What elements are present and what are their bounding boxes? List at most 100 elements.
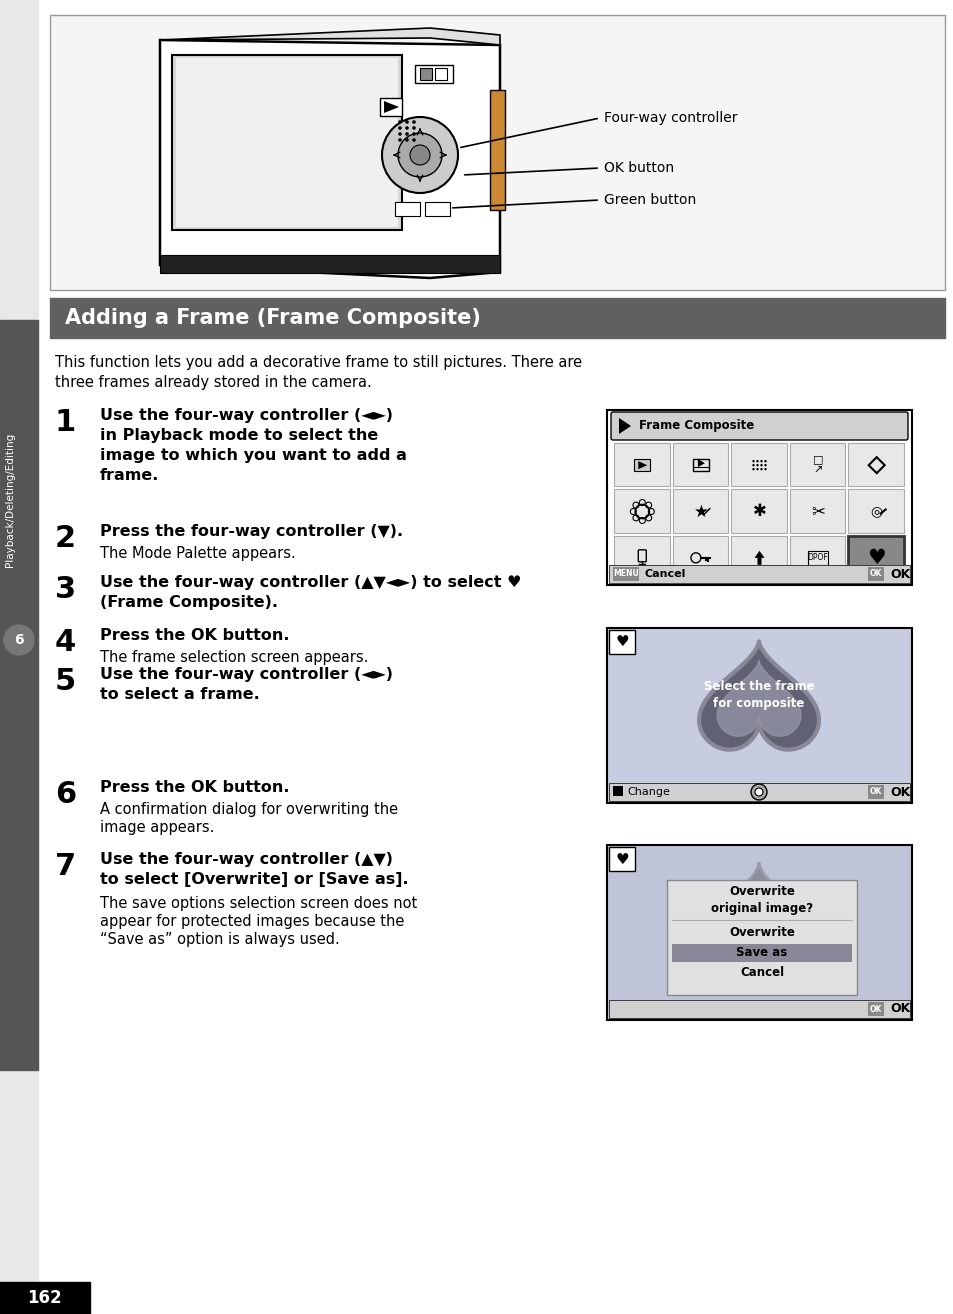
Polygon shape xyxy=(717,661,801,736)
Bar xyxy=(608,848,635,871)
Polygon shape xyxy=(699,641,818,750)
Circle shape xyxy=(412,126,416,130)
Text: image appears.: image appears. xyxy=(100,820,214,834)
Text: Playback/Deleting/Editing: Playback/Deleting/Editing xyxy=(5,432,15,568)
Bar xyxy=(608,783,909,802)
Bar xyxy=(435,68,447,80)
Circle shape xyxy=(412,133,416,135)
Bar xyxy=(807,551,827,565)
Bar xyxy=(613,786,622,796)
Text: The Mode Palette appears.: The Mode Palette appears. xyxy=(100,547,295,561)
Text: 4: 4 xyxy=(55,628,76,657)
Bar xyxy=(608,565,909,583)
Text: 3: 3 xyxy=(55,576,76,604)
Bar xyxy=(415,64,453,83)
Polygon shape xyxy=(754,551,763,565)
Text: Four-way controller: Four-way controller xyxy=(603,110,737,125)
Text: OK: OK xyxy=(869,787,882,796)
Bar xyxy=(608,783,909,802)
Bar xyxy=(614,443,669,486)
Bar xyxy=(789,489,844,532)
Circle shape xyxy=(381,117,457,193)
Text: 7: 7 xyxy=(55,851,76,880)
Text: 1: 1 xyxy=(55,409,76,438)
Bar xyxy=(608,1000,909,1018)
Circle shape xyxy=(750,784,766,800)
Text: The frame selection screen appears.: The frame selection screen appears. xyxy=(100,650,368,665)
Text: A confirmation dialog for overwriting the: A confirmation dialog for overwriting th… xyxy=(100,802,397,817)
Bar xyxy=(847,489,903,532)
Circle shape xyxy=(405,138,409,142)
Polygon shape xyxy=(160,39,499,279)
Polygon shape xyxy=(618,418,630,434)
Text: 6: 6 xyxy=(14,633,24,646)
Bar xyxy=(671,943,851,962)
Text: □
↗: □ ↗ xyxy=(812,455,822,476)
Text: Use the four-way controller (◄►): Use the four-way controller (◄►) xyxy=(100,668,393,682)
Text: 162: 162 xyxy=(28,1289,62,1307)
Bar xyxy=(490,89,504,210)
Text: Overwrite
original image?: Overwrite original image? xyxy=(710,886,812,915)
Text: ♥: ♥ xyxy=(866,548,885,568)
Text: MENU: MENU xyxy=(613,569,639,578)
Bar xyxy=(867,568,883,581)
Text: Press the OK button.: Press the OK button. xyxy=(100,628,289,643)
Bar xyxy=(789,536,844,579)
Bar xyxy=(730,443,786,486)
Bar xyxy=(672,443,727,486)
Text: in Playback mode to select the: in Playback mode to select the xyxy=(100,428,377,443)
Text: 6: 6 xyxy=(55,781,76,809)
Circle shape xyxy=(405,120,409,124)
Bar xyxy=(730,536,786,579)
Text: 5: 5 xyxy=(55,668,76,696)
Bar xyxy=(847,536,903,579)
Text: Overwrite: Overwrite xyxy=(728,925,794,938)
Bar xyxy=(175,58,397,227)
Text: frame.: frame. xyxy=(100,468,159,484)
Polygon shape xyxy=(384,101,398,113)
Bar xyxy=(867,1003,883,1016)
Bar xyxy=(395,202,419,215)
Bar xyxy=(614,536,669,579)
Bar xyxy=(789,443,844,486)
Text: Use the four-way controller (◄►): Use the four-way controller (◄►) xyxy=(100,409,393,423)
Bar xyxy=(424,202,450,215)
Bar xyxy=(672,536,727,579)
Circle shape xyxy=(752,464,754,466)
Bar xyxy=(0,0,38,1314)
Circle shape xyxy=(412,120,416,124)
Circle shape xyxy=(412,138,416,142)
Text: Adding a Frame (Frame Composite): Adding a Frame (Frame Composite) xyxy=(65,307,480,328)
Polygon shape xyxy=(693,863,823,980)
Circle shape xyxy=(405,126,409,130)
Circle shape xyxy=(763,468,766,470)
Text: ◎: ◎ xyxy=(870,505,882,519)
Text: ✂: ✂ xyxy=(810,502,824,520)
Circle shape xyxy=(405,133,409,135)
Circle shape xyxy=(752,460,754,463)
Bar xyxy=(606,628,911,803)
Circle shape xyxy=(760,464,761,466)
Text: Press the OK button.: Press the OK button. xyxy=(100,781,289,795)
Text: Change: Change xyxy=(626,787,669,798)
Text: appear for protected images because the: appear for protected images because the xyxy=(100,915,404,929)
Text: to select a frame.: to select a frame. xyxy=(100,687,259,702)
Text: 2: 2 xyxy=(55,524,76,553)
Bar xyxy=(0,1282,90,1314)
Text: three frames already stored in the camera.: three frames already stored in the camer… xyxy=(55,374,372,390)
Text: Green button: Green button xyxy=(603,193,696,208)
Text: ♥: ♥ xyxy=(615,635,628,649)
Polygon shape xyxy=(638,461,647,469)
Text: ♥: ♥ xyxy=(615,851,628,866)
Bar xyxy=(608,1000,909,1018)
Circle shape xyxy=(754,788,762,796)
Text: Save as: Save as xyxy=(736,946,787,958)
Text: Frame Composite: Frame Composite xyxy=(639,419,754,432)
Circle shape xyxy=(410,145,430,166)
Text: “Save as” option is always used.: “Save as” option is always used. xyxy=(100,932,339,947)
Bar xyxy=(666,880,856,995)
Text: to select [Overwrite] or [Save as].: to select [Overwrite] or [Save as]. xyxy=(100,872,408,887)
Circle shape xyxy=(397,133,441,177)
Text: OK: OK xyxy=(869,1004,882,1013)
Text: This function lets you add a decorative frame to still pictures. There are: This function lets you add a decorative … xyxy=(55,355,581,371)
